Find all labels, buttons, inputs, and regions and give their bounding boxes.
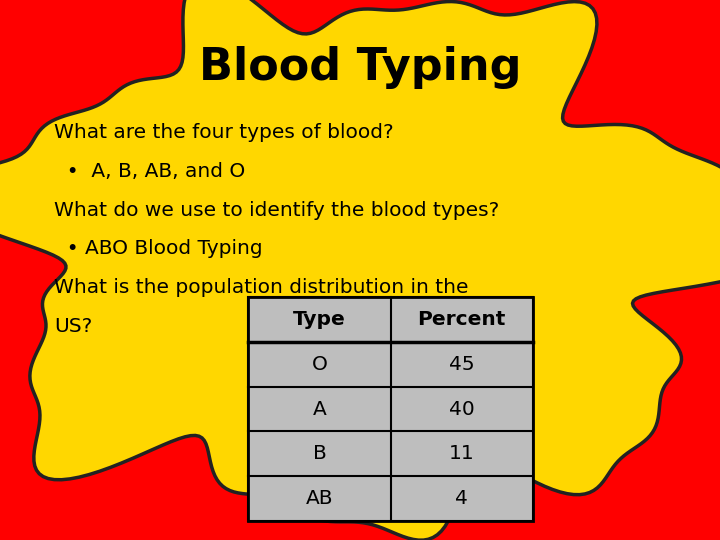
Text: Percent: Percent <box>418 310 506 329</box>
Text: AB: AB <box>306 489 333 508</box>
Text: Blood Typing: Blood Typing <box>199 46 521 89</box>
FancyBboxPatch shape <box>248 297 533 521</box>
Text: 40: 40 <box>449 400 474 419</box>
Text: • ABO Blood Typing: • ABO Blood Typing <box>54 239 263 259</box>
Text: 11: 11 <box>449 444 474 463</box>
Text: O: O <box>312 355 328 374</box>
Text: What are the four types of blood?: What are the four types of blood? <box>54 123 394 142</box>
Text: US?: US? <box>54 317 92 336</box>
Text: A: A <box>312 400 326 419</box>
Text: What is the population distribution in the: What is the population distribution in t… <box>54 278 469 298</box>
Text: •  A, B, AB, and O: • A, B, AB, and O <box>54 161 246 181</box>
Text: 45: 45 <box>449 355 474 374</box>
Text: 4: 4 <box>455 489 468 508</box>
Text: Type: Type <box>293 310 346 329</box>
Text: B: B <box>312 444 326 463</box>
Text: What do we use to identify the blood types?: What do we use to identify the blood typ… <box>54 200 499 220</box>
